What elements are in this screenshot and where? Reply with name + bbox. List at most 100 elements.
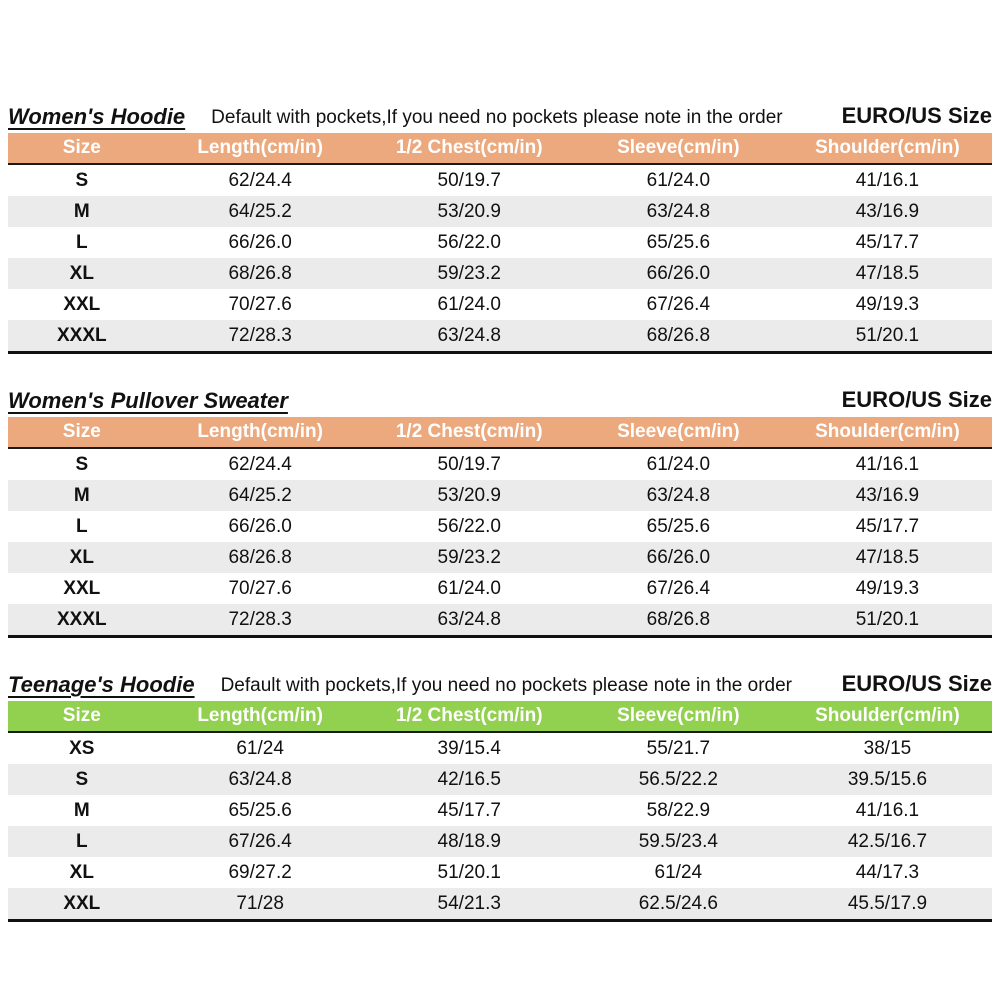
table-body: S 62/24.4 50/19.7 61/24.0 41/16.1 M 64/25.2 53/… <box>8 448 992 638</box>
value-cell: 51/20.1 <box>782 604 992 638</box>
size-cell: XXXL <box>8 604 156 638</box>
size-cell: S <box>75 768 89 790</box>
value-cell: 51/20.1 <box>782 320 992 354</box>
table-row: XL 68/26.8 59/23.2 66/26.0 47/18.5 <box>8 542 992 573</box>
value-cell: 48/18.9 <box>437 830 501 852</box>
value-cell: 41/16.1 <box>855 799 920 821</box>
value-cell: 69/27.2 <box>228 861 292 883</box>
value-cell: 67/26.4 <box>228 830 292 852</box>
table-row: L 67/26.4 48/18.9 59.5/23.4 42.5/16.7 <box>8 826 992 857</box>
size-cell: M <box>73 200 90 222</box>
value-cell: 50/19.7 <box>437 169 501 191</box>
value-cell: 61/24 <box>236 737 284 759</box>
size-cell: XXXL <box>8 320 156 354</box>
table-header-row: Size Length(cm/in) 1/2 Chest(cm/in) Sleeve(… <box>8 133 992 165</box>
section-womens-hoodie: Women's Hoodie Default with pockets,If y… <box>8 102 992 354</box>
value-cell: 67/26.4 <box>646 293 711 315</box>
column-header: Size <box>8 701 156 733</box>
value-cell: 53/20.9 <box>437 200 501 222</box>
size-cell: XS <box>69 737 95 759</box>
column-header: Length(cm/in) <box>155 701 365 733</box>
value-cell: 45/17.7 <box>437 799 501 821</box>
section-title: Teenage's Hoodie <box>8 672 195 697</box>
value-cell: 65/25.6 <box>646 231 711 253</box>
value-cell: 58/22.9 <box>646 799 711 821</box>
value-cell: 61/24.0 <box>646 169 711 191</box>
column-header: 1/2 Chest(cm/in) <box>364 133 574 165</box>
value-cell: 51/20.1 <box>437 861 501 883</box>
table-header-row: Size Length(cm/in) 1/2 Chest(cm/in) Sleeve(… <box>8 417 992 449</box>
table-row: XXXL 72/28.3 63/24.8 68/26.8 51/20.1 <box>8 604 992 638</box>
table-row: L 66/26.0 56/22.0 65/25.6 45/17.7 <box>8 511 992 542</box>
table-header: Size Length(cm/in) 1/2 Chest(cm/in) Sleeve(… <box>8 417 992 449</box>
column-header: Sleeve(cm/in) <box>573 417 783 449</box>
table-row: M 64/25.2 53/20.9 63/24.8 43/16.9 <box>8 480 992 511</box>
value-cell: 61/24.0 <box>646 453 711 475</box>
section-title-row: Women's Pullover Sweater EURO/US Size <box>8 386 992 414</box>
size-cell: L <box>75 231 88 253</box>
euro-us-size-label: EURO/US Size <box>841 387 992 412</box>
column-header: Size <box>8 133 156 165</box>
value-cell: 59.5/23.4 <box>638 830 718 852</box>
value-cell: 43/16.9 <box>855 484 920 506</box>
value-cell: 62/24.4 <box>228 169 292 191</box>
column-header: Shoulder(cm/in) <box>782 417 992 449</box>
value-cell: 49/19.3 <box>855 577 920 599</box>
table-row: XL 68/26.8 59/23.2 66/26.0 47/18.5 <box>8 258 992 289</box>
value-cell: 41/16.1 <box>855 169 920 191</box>
table-row: S 63/24.8 42/16.5 56.5/22.2 39.5/15.6 <box>8 764 992 795</box>
table-row: XXXL 72/28.3 63/24.8 68/26.8 51/20.1 <box>8 320 992 354</box>
table-row: S 62/24.4 50/19.7 61/24.0 41/16.1 <box>8 448 992 480</box>
euro-us-size-label: EURO/US Size <box>841 103 992 128</box>
value-cell: 56.5/22.2 <box>638 768 718 790</box>
value-cell: 47/18.5 <box>855 546 920 568</box>
size-cell: XL <box>69 262 94 284</box>
section-teenages-hoodie: Teenage's Hoodie Default with pockets,If… <box>8 670 992 922</box>
value-cell: 63/24.8 <box>646 200 711 222</box>
table-row: XXL 70/27.6 61/24.0 67/26.4 49/19.3 <box>8 289 992 320</box>
value-cell: 55/21.7 <box>646 737 711 759</box>
value-cell: 66/26.0 <box>228 231 292 253</box>
value-cell: 42.5/16.7 <box>847 830 928 852</box>
size-table-womens-pullover-sweater: Size Length(cm/in) 1/2 Chest(cm/in) Sleeve(… <box>8 417 992 638</box>
table-header: Size Length(cm/in) 1/2 Chest(cm/in) Sleeve(… <box>8 133 992 165</box>
table-row: XXL 71/28 54/21.3 62.5/24.6 45.5/17.9 <box>8 888 992 922</box>
value-cell: 38/15 <box>863 737 912 759</box>
value-cell: 67/26.4 <box>646 577 711 599</box>
table-row: S 62/24.4 50/19.7 61/24.0 41/16.1 <box>8 164 992 196</box>
value-cell: 43/16.9 <box>855 200 920 222</box>
euro-us-size-label: EURO/US Size <box>841 671 992 696</box>
column-header: Sleeve(cm/in) <box>573 701 783 733</box>
table-header: Size Length(cm/in) 1/2 Chest(cm/in) Sleeve(… <box>8 701 992 733</box>
table-row: XS 61/24 39/15.4 55/21.7 38/15 <box>8 732 992 764</box>
value-cell: 64/25.2 <box>228 484 292 506</box>
value-cell: 62.5/24.6 <box>573 888 783 922</box>
value-cell: 61/24.0 <box>437 293 501 315</box>
size-cell: XL <box>69 861 94 883</box>
table-row: M 64/25.2 53/20.9 63/24.8 43/16.9 <box>8 196 992 227</box>
value-cell: 71/28 <box>155 888 365 922</box>
value-cell: 54/21.3 <box>364 888 574 922</box>
value-cell: 61/24 <box>654 861 703 883</box>
size-table-teenages-hoodie: Size Length(cm/in) 1/2 Chest(cm/in) Sleeve(… <box>8 701 992 922</box>
value-cell: 68/26.8 <box>573 604 783 638</box>
value-cell: 63/24.8 <box>646 484 711 506</box>
value-cell: 50/19.7 <box>437 453 501 475</box>
value-cell: 56/22.0 <box>437 515 501 537</box>
value-cell: 45.5/17.9 <box>782 888 992 922</box>
size-cell: S <box>75 453 89 475</box>
value-cell: 39/15.4 <box>437 737 501 759</box>
table-header-row: Size Length(cm/in) 1/2 Chest(cm/in) Sleeve(… <box>8 701 992 733</box>
column-header: Size <box>8 417 156 449</box>
value-cell: 47/18.5 <box>855 262 920 284</box>
column-header: 1/2 Chest(cm/in) <box>364 701 574 733</box>
value-cell: 49/19.3 <box>855 293 920 315</box>
value-cell: 59/23.2 <box>437 262 501 284</box>
size-cell: L <box>75 515 88 537</box>
value-cell: 68/26.8 <box>573 320 783 354</box>
value-cell: 44/17.3 <box>855 861 920 883</box>
value-cell: 70/27.6 <box>228 293 292 315</box>
value-cell: 63/24.8 <box>364 320 574 354</box>
section-title: Women's Pullover Sweater <box>8 388 288 413</box>
section-title-row: Women's Hoodie Default with pockets,If y… <box>8 102 992 130</box>
